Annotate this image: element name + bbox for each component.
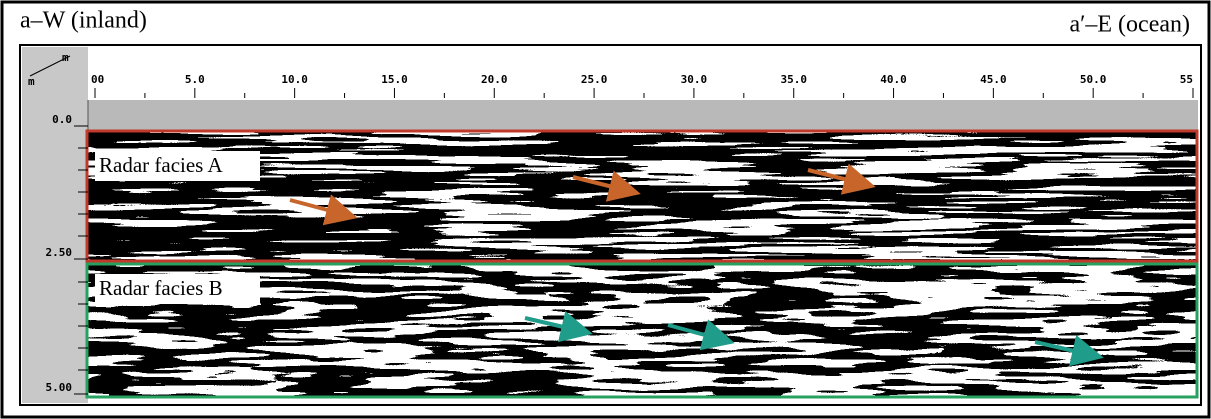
x-tick-label: 10.0 bbox=[281, 73, 308, 86]
unit-top: m bbox=[62, 51, 69, 64]
x-tick-label: 5.0 bbox=[185, 73, 205, 86]
unit-bottom: m bbox=[28, 75, 35, 88]
y-tick-label: 0.0 bbox=[52, 113, 72, 126]
x-tick-label: 15.0 bbox=[381, 73, 408, 86]
air-band bbox=[88, 100, 1198, 130]
arrow bbox=[572, 170, 641, 202]
facies-a-box bbox=[85, 129, 1199, 263]
y-tick-label: 2.50 bbox=[46, 246, 73, 259]
arrow bbox=[667, 319, 735, 351]
radargram-texture-a bbox=[88, 131, 1198, 262]
arrows bbox=[289, 163, 1104, 367]
facies-b-box bbox=[85, 262, 1199, 399]
x-tick-label: 30.0 bbox=[681, 73, 708, 86]
facies-b-label: Radar facies B bbox=[99, 276, 223, 300]
left-title: a–W (inland) bbox=[20, 8, 147, 34]
facies-a-label: Radar facies A bbox=[99, 153, 223, 177]
x-tick-label: 40.0 bbox=[880, 73, 907, 86]
arrow bbox=[807, 163, 876, 195]
right-title: a′–E (ocean) bbox=[1069, 12, 1190, 38]
x-tick-label: 50.0 bbox=[1080, 73, 1107, 86]
arrow bbox=[289, 194, 358, 226]
x-tick-label: 25.0 bbox=[581, 73, 608, 86]
arrow bbox=[1034, 335, 1104, 367]
x-tick-label: 00 bbox=[91, 73, 104, 86]
facies-b-label-bg bbox=[95, 274, 260, 304]
radargram-texture-b bbox=[88, 262, 1198, 398]
arrow bbox=[524, 310, 593, 343]
x-tick-label: 55 bbox=[1180, 73, 1193, 86]
unit-slash bbox=[29, 55, 71, 77]
facies-a-label-bg bbox=[95, 151, 260, 181]
y-tick-label: 5.00 bbox=[46, 381, 73, 394]
x-tick-label: 45.0 bbox=[980, 73, 1007, 86]
x-tick-label: 20.0 bbox=[481, 73, 508, 86]
y-axis-band bbox=[22, 47, 88, 403]
x-tick-label: 35.0 bbox=[780, 73, 807, 86]
